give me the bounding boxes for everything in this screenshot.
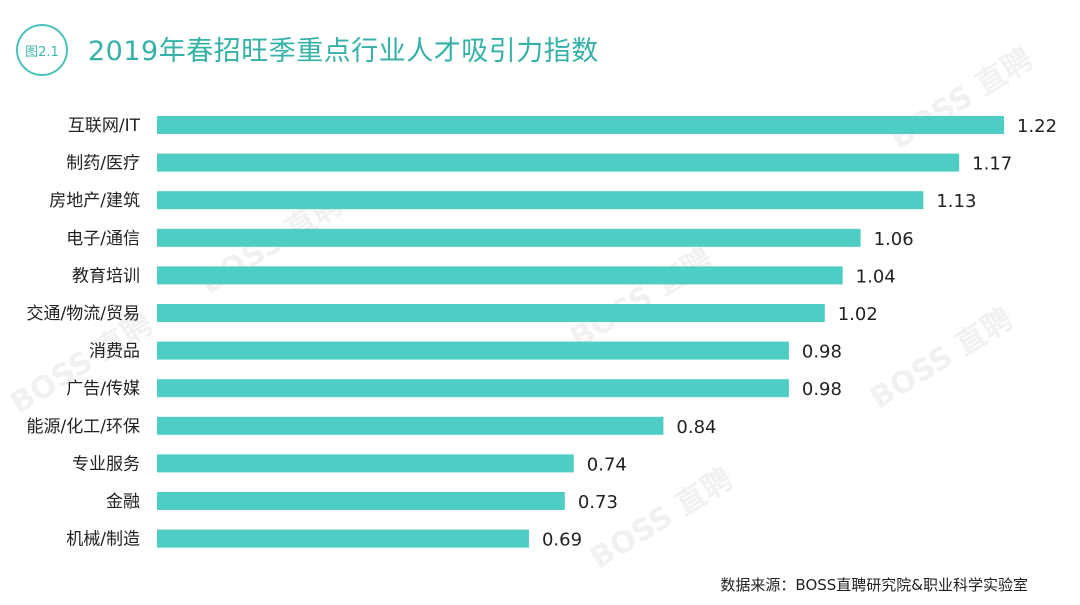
category-label: 互联网/IT [68,116,141,136]
bar [157,304,825,322]
bar [157,191,924,210]
category-label: 房地产/建筑 [49,191,140,211]
category-label: 制药/医疗 [66,154,140,174]
category-label: 广告/传媒 [66,379,140,399]
chart-title: 2019年春招旺季重点行业人才吸引力指数 [88,36,599,67]
value-label: 1.17 [972,154,1012,175]
bar [157,341,789,360]
category-label: 机械/制造 [66,530,140,550]
value-label: 0.98 [802,379,842,400]
value-label: 0.84 [676,417,716,438]
category-label: 消费品 [89,342,140,362]
bar [157,492,565,510]
bar [157,379,789,398]
category-label: 能源/化工/环保 [27,417,140,437]
value-label: 0.74 [587,454,627,475]
value-label: 0.98 [802,342,842,363]
value-label: 1.02 [838,304,878,325]
category-label: 专业服务 [72,454,140,474]
category-label: 电子/通信 [66,229,140,249]
figure-number-badge: 图2.1 [16,24,68,76]
data-source-note: 数据来源：BOSS直聘研究院&职业科学实验室 [720,576,1028,594]
value-label: 1.06 [874,229,914,250]
bar [157,529,529,548]
bar [157,228,861,247]
category-label: 金融 [106,492,140,512]
bar [157,153,960,172]
value-label: 0.69 [542,530,582,551]
value-label: 1.13 [936,191,976,212]
value-label: 1.22 [1017,116,1057,137]
category-label: 教育培训 [72,266,140,286]
bar [157,416,664,435]
bar [157,454,574,473]
value-label: 1.04 [856,266,896,287]
category-label: 交通/物流/贸易 [27,304,140,324]
bar [157,116,1004,134]
value-label: 0.73 [578,492,618,513]
bar [157,266,843,285]
